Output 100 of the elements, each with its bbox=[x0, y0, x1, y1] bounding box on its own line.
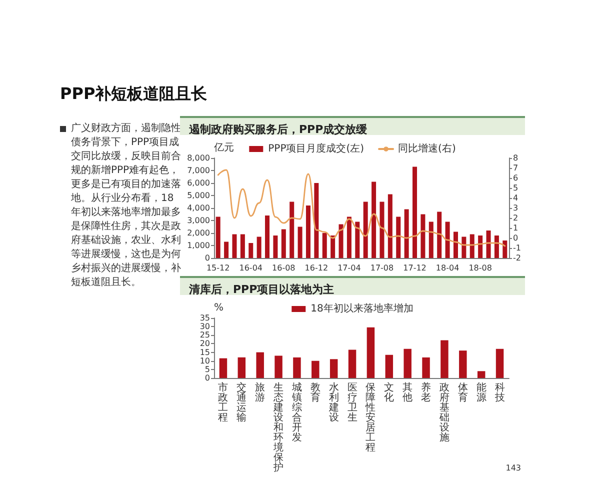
bar bbox=[422, 357, 430, 378]
x-tick-label: 能源 bbox=[476, 382, 486, 404]
bar bbox=[312, 360, 320, 378]
x-tick-label: 17-08 bbox=[370, 264, 394, 272]
x-tick-label: 医疗卫生 bbox=[347, 382, 358, 424]
x-tick-label: 18-04 bbox=[436, 264, 460, 272]
y-tick-label: 3,000 bbox=[187, 216, 210, 225]
chart-title: 清库后，PPP项目以落地为主 bbox=[188, 283, 334, 296]
y2-tick-label: 3 bbox=[513, 204, 518, 212]
y-tick-label: 5,000 bbox=[187, 191, 210, 200]
bar bbox=[428, 222, 434, 258]
bar bbox=[330, 359, 338, 378]
x-tick-label: 旅游 bbox=[255, 382, 266, 404]
bar bbox=[274, 356, 282, 378]
bar bbox=[437, 212, 442, 258]
bar bbox=[470, 234, 474, 258]
y2-tick-label: 6 bbox=[513, 174, 518, 182]
x-tick-label: 政府基础设施 bbox=[438, 382, 450, 444]
bar bbox=[396, 216, 401, 258]
bar bbox=[404, 348, 412, 378]
x-tick-label: 16-04 bbox=[239, 264, 262, 272]
y-tick-label: 1,000 bbox=[187, 241, 210, 250]
x-tick-label: 交通运输 bbox=[236, 382, 247, 424]
bar bbox=[256, 236, 262, 258]
bar bbox=[412, 166, 418, 258]
x-tick-label: 体育 bbox=[458, 382, 468, 404]
bar bbox=[216, 216, 220, 258]
bar bbox=[238, 357, 246, 378]
x-tick-label: 16-12 bbox=[304, 264, 328, 272]
y-axis-title: % bbox=[214, 302, 224, 314]
legend-label: 同比增速(右) bbox=[398, 142, 456, 154]
bar bbox=[293, 357, 301, 378]
bar bbox=[380, 202, 384, 258]
bar bbox=[496, 348, 504, 378]
bar bbox=[330, 236, 336, 258]
chart-title: 遏制政府购买服务后，PPP成交放缓 bbox=[188, 123, 368, 136]
x-tick-label: 市政工程 bbox=[218, 382, 228, 424]
y-tick-label: 25 bbox=[200, 330, 210, 340]
bar bbox=[273, 236, 278, 258]
y2-tick-label: 7 bbox=[513, 164, 518, 172]
y-tick-label: 2,000 bbox=[187, 228, 210, 238]
x-tick-label: 18-08 bbox=[468, 264, 492, 272]
x-tick-label: 养老 bbox=[421, 382, 432, 404]
bar bbox=[346, 216, 352, 258]
category-label: 生态建设和环境保护 bbox=[274, 382, 284, 474]
bar bbox=[453, 232, 458, 258]
bar bbox=[420, 214, 426, 258]
bar bbox=[240, 234, 245, 258]
y-tick-label: 35 bbox=[200, 314, 210, 322]
x-tick-label: 其他 bbox=[402, 382, 413, 404]
bar bbox=[322, 233, 327, 258]
bar bbox=[404, 209, 409, 258]
bar bbox=[219, 358, 228, 378]
bar bbox=[372, 182, 376, 258]
text: PPP补短板道阻且长 bbox=[60, 84, 208, 104]
y-tick-label: 7,000 bbox=[187, 166, 210, 175]
legend-label: 18年初以来落地率增加 bbox=[310, 302, 414, 314]
y-tick-label: 5 bbox=[204, 364, 210, 374]
bar bbox=[388, 194, 392, 258]
y-tick-label: 0 bbox=[204, 374, 210, 382]
bar bbox=[298, 226, 302, 258]
bar bbox=[338, 224, 344, 258]
x-tick-label: 水利建设 bbox=[328, 382, 339, 424]
bar bbox=[440, 340, 448, 378]
bar bbox=[363, 202, 368, 258]
legend-label: PPP项目月度成交(左) bbox=[268, 142, 364, 154]
bar bbox=[265, 216, 270, 258]
bar bbox=[477, 371, 486, 378]
bar bbox=[248, 243, 254, 258]
bar bbox=[445, 222, 450, 258]
x-tick-label: 15-12 bbox=[206, 264, 230, 272]
bar bbox=[224, 242, 229, 258]
bar bbox=[290, 202, 294, 258]
bar bbox=[348, 350, 356, 378]
text: 广义财政方面，遏制隐性债务背景下，PPP项目成交同比放缓，反映目前合规的新增PPP难有起色，更多是已有项目的加速落地。从行业分布看，18年初以来落地率增加最多是保障性住房，其次是政府基础设施，农业、水利等进展缓慢，这也是为何乡村振兴的进展缓慢，补短板道阻且长。 bbox=[71, 123, 181, 288]
y-tick-label: 20 bbox=[200, 339, 210, 348]
x-tick-label: 科技 bbox=[494, 382, 505, 404]
bar bbox=[281, 229, 286, 258]
y2-tick-label: 4 bbox=[513, 194, 518, 202]
bar bbox=[459, 350, 467, 378]
x-tick-label: 17-12 bbox=[403, 264, 426, 272]
y2-tick-label: 1 bbox=[513, 224, 518, 232]
y-axis-title: 亿元 bbox=[213, 142, 234, 154]
bar bbox=[355, 222, 360, 258]
y-tick-label: 30 bbox=[200, 322, 210, 332]
y-tick-label: 0 bbox=[204, 254, 210, 262]
y-tick-label: 4,000 bbox=[187, 204, 210, 212]
y2-tick-label: 2 bbox=[513, 214, 518, 222]
y2-tick-label: -1 bbox=[513, 244, 521, 252]
x-tick-label: 17-04 bbox=[338, 264, 361, 272]
y-tick-label: 6,000 bbox=[187, 178, 210, 188]
bar bbox=[366, 327, 375, 378]
bar bbox=[385, 354, 394, 378]
bar bbox=[502, 240, 508, 258]
bar bbox=[256, 352, 264, 378]
x-tick-label: 教育 bbox=[310, 382, 320, 404]
x-tick-label: 16-08 bbox=[272, 264, 296, 272]
text: 143 bbox=[506, 464, 522, 472]
x-tick-label: 保障性安居工程 bbox=[364, 382, 376, 454]
bar bbox=[314, 183, 319, 258]
